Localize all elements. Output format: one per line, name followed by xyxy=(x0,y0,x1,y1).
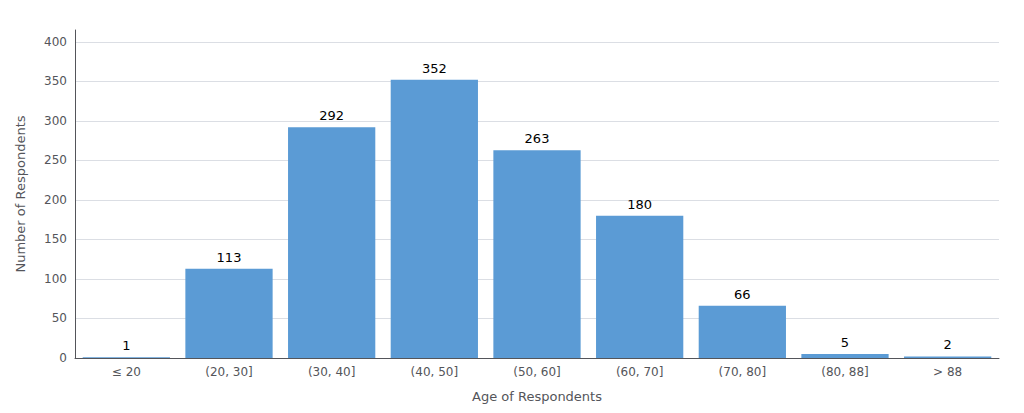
svg-text:200: 200 xyxy=(44,193,67,207)
svg-text:(60, 70]: (60, 70] xyxy=(616,365,664,379)
svg-text:350: 350 xyxy=(44,74,67,88)
svg-text:66: 66 xyxy=(734,287,751,302)
svg-text:(80, 88]: (80, 88] xyxy=(821,365,869,379)
svg-text:1: 1 xyxy=(122,338,130,353)
svg-text:300: 300 xyxy=(44,114,67,128)
svg-text:100: 100 xyxy=(44,272,67,286)
svg-text:≤ 20: ≤ 20 xyxy=(112,365,141,379)
svg-text:400: 400 xyxy=(44,35,67,49)
svg-text:2: 2 xyxy=(944,337,952,352)
svg-text:(20, 30]: (20, 30] xyxy=(205,365,253,379)
svg-text:5: 5 xyxy=(841,335,849,350)
svg-text:(40, 50]: (40, 50] xyxy=(411,365,459,379)
svg-text:50: 50 xyxy=(52,311,67,325)
svg-text:292: 292 xyxy=(319,108,344,123)
svg-text:Age of Respondents: Age of Respondents xyxy=(472,389,602,404)
svg-text:Number of Respondents: Number of Respondents xyxy=(13,115,28,272)
svg-text:150: 150 xyxy=(44,232,67,246)
svg-text:0: 0 xyxy=(59,351,67,365)
svg-text:263: 263 xyxy=(525,131,550,146)
svg-text:(50, 60]: (50, 60] xyxy=(513,365,561,379)
svg-text:113: 113 xyxy=(217,250,242,265)
svg-text:180: 180 xyxy=(627,197,652,212)
svg-text:(70, 80]: (70, 80] xyxy=(719,365,767,379)
svg-text:(30, 40]: (30, 40] xyxy=(308,365,356,379)
svg-text:352: 352 xyxy=(422,61,447,76)
svg-text:> 88: > 88 xyxy=(933,365,962,379)
svg-text:250: 250 xyxy=(44,153,67,167)
